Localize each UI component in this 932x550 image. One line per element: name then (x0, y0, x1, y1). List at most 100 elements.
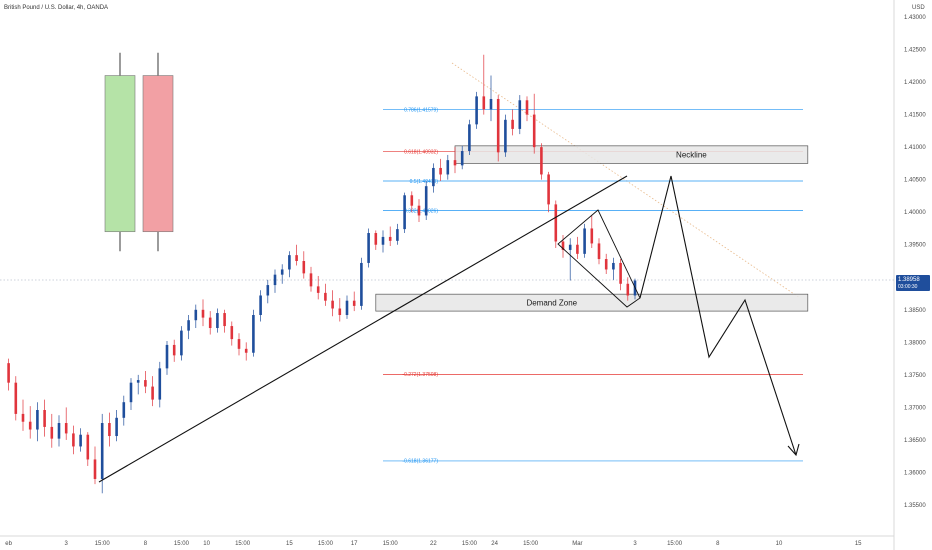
zones: Neckline Demand Zone (375, 145, 809, 312)
candle-body (21, 413, 25, 422)
candle-body (115, 417, 118, 437)
candle-body (576, 244, 579, 254)
candle-body (151, 386, 154, 400)
y-tick-label: 1.38000 (904, 340, 926, 346)
candle-body (338, 308, 342, 316)
x-tick-label: 15 (855, 541, 862, 547)
candle-body (331, 300, 334, 309)
candle-body (612, 262, 615, 270)
candle-body (352, 300, 356, 306)
currency-label: USD (912, 5, 925, 11)
candle-body (388, 236, 392, 241)
candle-body (309, 273, 313, 287)
x-tick-label: 15:00 (235, 541, 251, 547)
candle-body (453, 160, 457, 166)
candle-body (64, 423, 68, 434)
candle-body (626, 283, 630, 296)
candle-body (50, 426, 54, 439)
candle-body (79, 434, 82, 447)
candle-body (100, 423, 104, 479)
candle-body (604, 259, 608, 270)
y-tick-label: 1.37500 (904, 373, 926, 379)
candle-body (532, 114, 536, 148)
candle-body (496, 98, 500, 153)
candle-body (540, 147, 543, 175)
candle-body (475, 96, 478, 125)
y-axis-ticks: 1.43000 1.42500 1.42000 1.41500 1.41000 1.405… (904, 15, 926, 509)
candle-body (136, 380, 140, 383)
candle-body (410, 195, 414, 206)
candle-body (439, 167, 442, 175)
candle-body (108, 423, 111, 437)
candle-body (7, 363, 10, 383)
candle-body (302, 261, 306, 274)
candle-body (504, 119, 507, 153)
y-tick-label: 1.40500 (904, 178, 926, 184)
candle-body (14, 382, 18, 414)
x-tick-label: eb (5, 541, 12, 547)
candle-body (561, 241, 565, 250)
candle-body (208, 317, 212, 329)
last-price-value: 1.38958 (898, 277, 920, 283)
x-tick-label: 22 (430, 541, 437, 547)
candle-body (345, 300, 349, 316)
candle-body (316, 286, 320, 293)
candle-body (525, 100, 529, 115)
candles (7, 54, 637, 494)
zone-label: Neckline (676, 151, 707, 160)
candle-body (280, 269, 284, 275)
fib-level-label: -0.272(1.37508) (402, 372, 438, 378)
y-tick-label: 1.37000 (904, 405, 926, 411)
candle-body (324, 292, 327, 301)
ascending-trendline (98, 175, 628, 483)
legend-candle-body (104, 75, 136, 233)
candle-body (57, 423, 61, 439)
candle-body (518, 100, 522, 129)
fib-level-label: 0.786(1.41579) (404, 107, 438, 113)
zone-box (454, 145, 809, 164)
candle-body (172, 344, 176, 356)
y-tick-label: 1.43000 (904, 15, 926, 21)
fib-level-label: -0.618(1.36177) (402, 459, 438, 465)
zone-label: Demand Zone (526, 299, 577, 308)
x-tick-label: 15 (286, 541, 293, 547)
candle-body (216, 313, 219, 329)
candle-body (446, 160, 450, 175)
y-tick-label: 1.42500 (904, 48, 926, 54)
candle-body (460, 151, 464, 166)
candle-body (424, 186, 428, 216)
candle-body (43, 410, 46, 427)
fib-level-label: 0.618(1.40932) (404, 149, 438, 155)
x-tick-label: Mar (572, 541, 582, 547)
candle-body (432, 167, 435, 187)
legend-candles (104, 52, 174, 252)
candle-body (396, 229, 399, 241)
candle-body (230, 326, 234, 340)
y-tick-label: 1.41500 (904, 113, 926, 119)
legend-candle-body (142, 75, 174, 233)
candle-body (158, 368, 162, 400)
projection-path (639, 175, 797, 456)
candle-body (568, 244, 572, 250)
y-tick-label: 1.35500 (904, 503, 926, 509)
x-tick-label: 24 (491, 541, 498, 547)
candle-body (619, 262, 622, 284)
candle-body (288, 255, 291, 270)
x-tick-label: 15:00 (95, 541, 111, 547)
chart-title: British Pound / U.S. Dollar, 4h, OANDA (4, 5, 108, 11)
x-tick-label: 3 (65, 541, 69, 547)
candle-body (403, 195, 406, 230)
x-tick-label: 15:00 (318, 541, 334, 547)
candle-body (180, 330, 183, 356)
x-tick-label: 10 (203, 541, 210, 547)
candle-body (201, 309, 205, 318)
candle-body (374, 233, 378, 245)
x-tick-label: 10 (776, 541, 783, 547)
x-tick-label: 17 (351, 541, 358, 547)
candle-body (86, 434, 90, 460)
candle-body (36, 410, 39, 430)
candle-body (223, 313, 226, 327)
